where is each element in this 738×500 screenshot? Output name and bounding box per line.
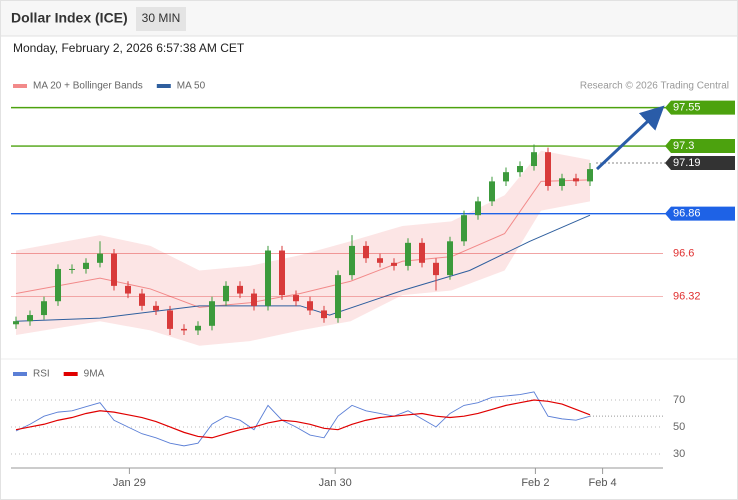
candle-body	[279, 250, 285, 296]
header-bar	[1, 1, 737, 36]
candle-body	[13, 321, 19, 325]
candle-body	[69, 268, 75, 270]
x-tick-label: Jan 30	[319, 477, 352, 489]
timeframe[interactable]: 30 MIN	[142, 11, 181, 25]
level-label: 97.3	[673, 140, 694, 152]
forecast-arrow	[595, 105, 665, 171]
candle-body	[97, 253, 103, 263]
candle-body	[265, 250, 271, 306]
candle-body	[55, 268, 61, 302]
candle-body	[419, 242, 425, 263]
candle-body	[517, 166, 523, 173]
candle-body	[153, 305, 159, 311]
indicator-line	[15, 399, 591, 439]
candle-body	[545, 152, 551, 186]
candle-body	[573, 178, 579, 182]
timestamp: Monday, February 2, 2026 6:57:38 AM CET	[13, 41, 245, 55]
title: Dollar Index (ICE)	[11, 10, 128, 26]
level-tag	[665, 206, 735, 221]
candle-body	[111, 253, 117, 286]
candle-body	[503, 172, 509, 182]
moving-average	[15, 214, 591, 322]
level-label: 96.86	[673, 208, 701, 220]
legend-swatch	[13, 84, 27, 88]
level-tag	[665, 155, 735, 170]
level-label: 96.6	[673, 248, 694, 260]
candle-body	[377, 258, 383, 263]
bollinger-band	[16, 150, 590, 346]
candle-body	[531, 152, 537, 167]
legend-label: 9MA	[84, 369, 105, 380]
timeframe-box[interactable]	[136, 7, 186, 31]
candle-body	[447, 241, 453, 276]
moving-average	[15, 179, 591, 308]
indicator-line	[15, 391, 591, 447]
candle-body	[321, 310, 327, 319]
y-tick-label: 50	[673, 421, 685, 433]
candle-body	[587, 169, 593, 182]
candle-body	[559, 178, 565, 186]
level-label: 97.19	[673, 157, 701, 169]
candle-body	[237, 285, 243, 294]
candle-body	[209, 301, 215, 326]
candle-body	[293, 295, 299, 302]
legend-swatch	[13, 372, 27, 376]
level-label: 97.55	[673, 102, 701, 114]
x-tick-label: Feb 2	[521, 477, 549, 489]
candle-body	[433, 262, 439, 276]
candle-body	[181, 328, 187, 331]
candle-body	[125, 285, 131, 294]
candle-body	[461, 215, 467, 242]
candle-body	[391, 262, 397, 266]
level-tag	[665, 139, 735, 154]
candle-body	[251, 293, 257, 306]
legend-label: MA 20 + Bollinger Bands	[33, 81, 143, 92]
candle-body	[223, 285, 229, 302]
legend-swatch	[63, 372, 78, 376]
level-label: 96.32	[673, 291, 701, 303]
candle-body	[307, 301, 313, 311]
candle-body	[139, 293, 145, 306]
legend-swatch	[156, 84, 171, 88]
x-tick-label: Jan 29	[113, 477, 146, 489]
x-tick-label: Feb 4	[589, 477, 617, 489]
candle-body	[335, 275, 341, 319]
candle-body	[41, 301, 47, 316]
candle-body	[363, 245, 369, 259]
candle-body	[405, 242, 411, 266]
candle-body	[167, 310, 173, 329]
candle-body	[195, 325, 201, 331]
candle-body	[489, 181, 495, 202]
credit: Research © 2026 Trading Central	[580, 81, 729, 92]
y-tick-label: 30	[673, 448, 685, 460]
legend-label: RSI	[33, 369, 50, 380]
candle-body	[475, 201, 481, 216]
y-tick-label: 70	[673, 394, 685, 406]
candle-body	[83, 262, 89, 269]
legend-label: MA 50	[177, 81, 206, 92]
candle-body	[349, 245, 355, 276]
level-tag	[665, 100, 735, 115]
candle-body	[27, 315, 33, 322]
